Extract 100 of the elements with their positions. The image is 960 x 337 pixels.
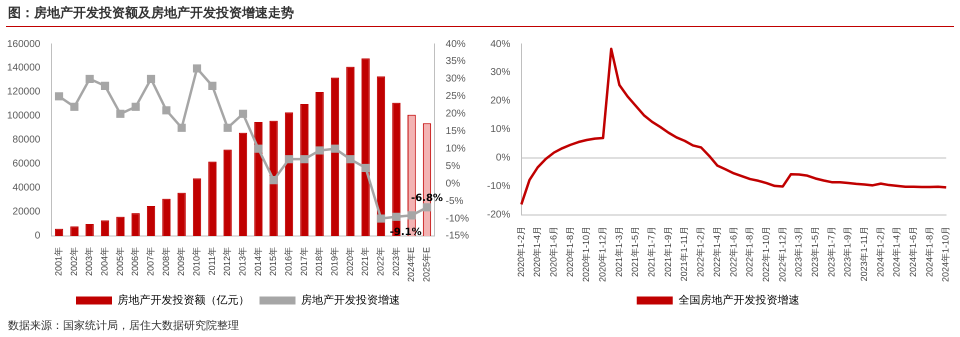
point <box>116 110 124 118</box>
x-tick-label: 2024年1-10月 <box>940 226 951 282</box>
point <box>132 102 140 111</box>
x-tick-label: 2020年1-2月 <box>516 226 526 277</box>
point <box>86 74 94 83</box>
x-tick-label: 2013年 <box>237 246 248 276</box>
bar <box>162 198 170 236</box>
chart-title: 图：房地产开发投资额及房地产开发投资增速走势 <box>8 4 294 22</box>
bar <box>330 78 340 236</box>
x-tick-label: 2022年1-6月 <box>728 226 738 277</box>
x-tick-label: 2021年1-5月 <box>630 226 640 277</box>
legend-label: 房地产开发投资额（亿元） <box>118 294 250 307</box>
y2-tick-label: 0% <box>446 178 460 190</box>
x-tick-label: 2011年 <box>206 246 217 276</box>
point <box>316 146 324 155</box>
x-tick-label: 2024年1-8月 <box>924 226 934 277</box>
y2-tick-label: 5% <box>446 160 460 172</box>
x-tick-label: 2023年1-5月 <box>810 226 820 277</box>
y2-tick-label: 10% <box>446 143 466 154</box>
x-tick-label: 2020年1-10月 <box>581 226 592 282</box>
source-note: 数据来源：国家统计局，居住大数据研究院整理 <box>8 318 239 333</box>
y2-tick-label: -15% <box>446 230 470 242</box>
x-tick-label: 2017年 <box>298 246 309 276</box>
y-tick-label: 100000 <box>6 110 41 122</box>
x-tick-label: 2012年 <box>222 246 232 276</box>
point <box>162 106 170 114</box>
x-tick-label: 2022年1-4月 <box>712 226 722 277</box>
point <box>346 155 354 164</box>
point <box>254 144 262 153</box>
point <box>408 211 416 220</box>
legend-label: 房地产开发投资增速 <box>301 294 400 307</box>
point <box>178 124 186 132</box>
point <box>362 164 370 172</box>
y-tick-label: -10% <box>486 181 510 192</box>
x-tick-label: 2024年E <box>406 246 416 282</box>
x-tick-label: 2023年1-11月 <box>858 226 869 282</box>
y-tick-label: 140000 <box>6 62 41 74</box>
y-tick-label: 0% <box>496 152 510 164</box>
x-tick-label: 2015年 <box>268 246 278 276</box>
point <box>146 74 156 83</box>
point <box>54 92 64 100</box>
bar <box>238 132 248 236</box>
x-tick-label: 2016年 <box>283 246 294 276</box>
y-tick-label: 40000 <box>12 182 41 194</box>
point <box>208 82 216 90</box>
point <box>100 82 110 90</box>
bar <box>192 178 202 236</box>
y-tick-label: 20000 <box>12 206 41 218</box>
x-tick-label: 2022年 <box>375 246 386 276</box>
x-tick-label: 2020年1-12月 <box>598 226 608 282</box>
point <box>70 102 78 111</box>
y-tick-label: 0 <box>34 230 41 242</box>
y2-tick-label: 35% <box>446 56 466 68</box>
x-tick-label: 2009年 <box>176 246 186 276</box>
y2-tick-label: 30% <box>446 74 466 85</box>
x-tick-label: 2024年1-2月 <box>875 226 886 277</box>
x-tick-label: 2022年1-8月 <box>744 226 755 277</box>
y-tick-label: 120000 <box>6 86 41 98</box>
x-tick-label: 2021年1-9月 <box>662 226 673 277</box>
legend-label: 全国房地产开发投资增速 <box>678 294 800 307</box>
x-tick-label: 2024年1-4月 <box>892 226 902 277</box>
point <box>300 155 308 164</box>
bar <box>300 104 308 236</box>
x-tick-label: 2010年 <box>192 246 202 276</box>
x-tick-label: 2021年 <box>360 246 370 276</box>
x-tick-label: 2020年 <box>344 246 355 276</box>
bar <box>254 122 262 236</box>
x-tick-label: 2004年 <box>100 246 110 276</box>
x-tick-label: 2021年1-11月 <box>679 226 690 282</box>
y2-tick-label: 25% <box>446 91 466 102</box>
x-tick-label: 2023年1-3月 <box>794 226 804 277</box>
x-tick-label: 2022年1-10月 <box>760 226 771 282</box>
point <box>392 212 400 221</box>
bar <box>316 92 324 236</box>
x-tick-label: 2022年1-12月 <box>777 226 788 282</box>
point <box>238 110 248 118</box>
point <box>376 214 386 223</box>
x-tick-label: 2021年1-7月 <box>646 226 657 277</box>
x-tick-label: 2008年 <box>160 246 171 276</box>
point <box>284 155 294 164</box>
bar <box>116 216 124 236</box>
x-tick-label: 2021年1-3月 <box>614 226 624 277</box>
y2-tick-label: 15% <box>446 126 466 138</box>
bar <box>362 58 370 236</box>
x-tick-label: 2003年 <box>84 246 94 276</box>
x-tick-label: 2006年 <box>130 246 140 276</box>
x-tick-label: 2022年1-2月 <box>696 226 706 277</box>
x-tick-label: 2023年 <box>390 246 401 276</box>
x-tick-label: 2019年 <box>329 246 340 276</box>
x-tick-label: 2005年 <box>114 246 125 276</box>
point <box>224 124 232 132</box>
y2-tick-label: -5% <box>446 196 464 207</box>
point <box>330 144 340 153</box>
x-tick-label: 2018年 <box>314 246 324 276</box>
x-tick-label: 2002年 <box>68 246 79 276</box>
bar <box>100 220 110 236</box>
point <box>422 203 432 212</box>
x-tick-label: 2020年1-4月 <box>532 226 542 277</box>
point <box>270 176 278 184</box>
point <box>192 64 202 73</box>
